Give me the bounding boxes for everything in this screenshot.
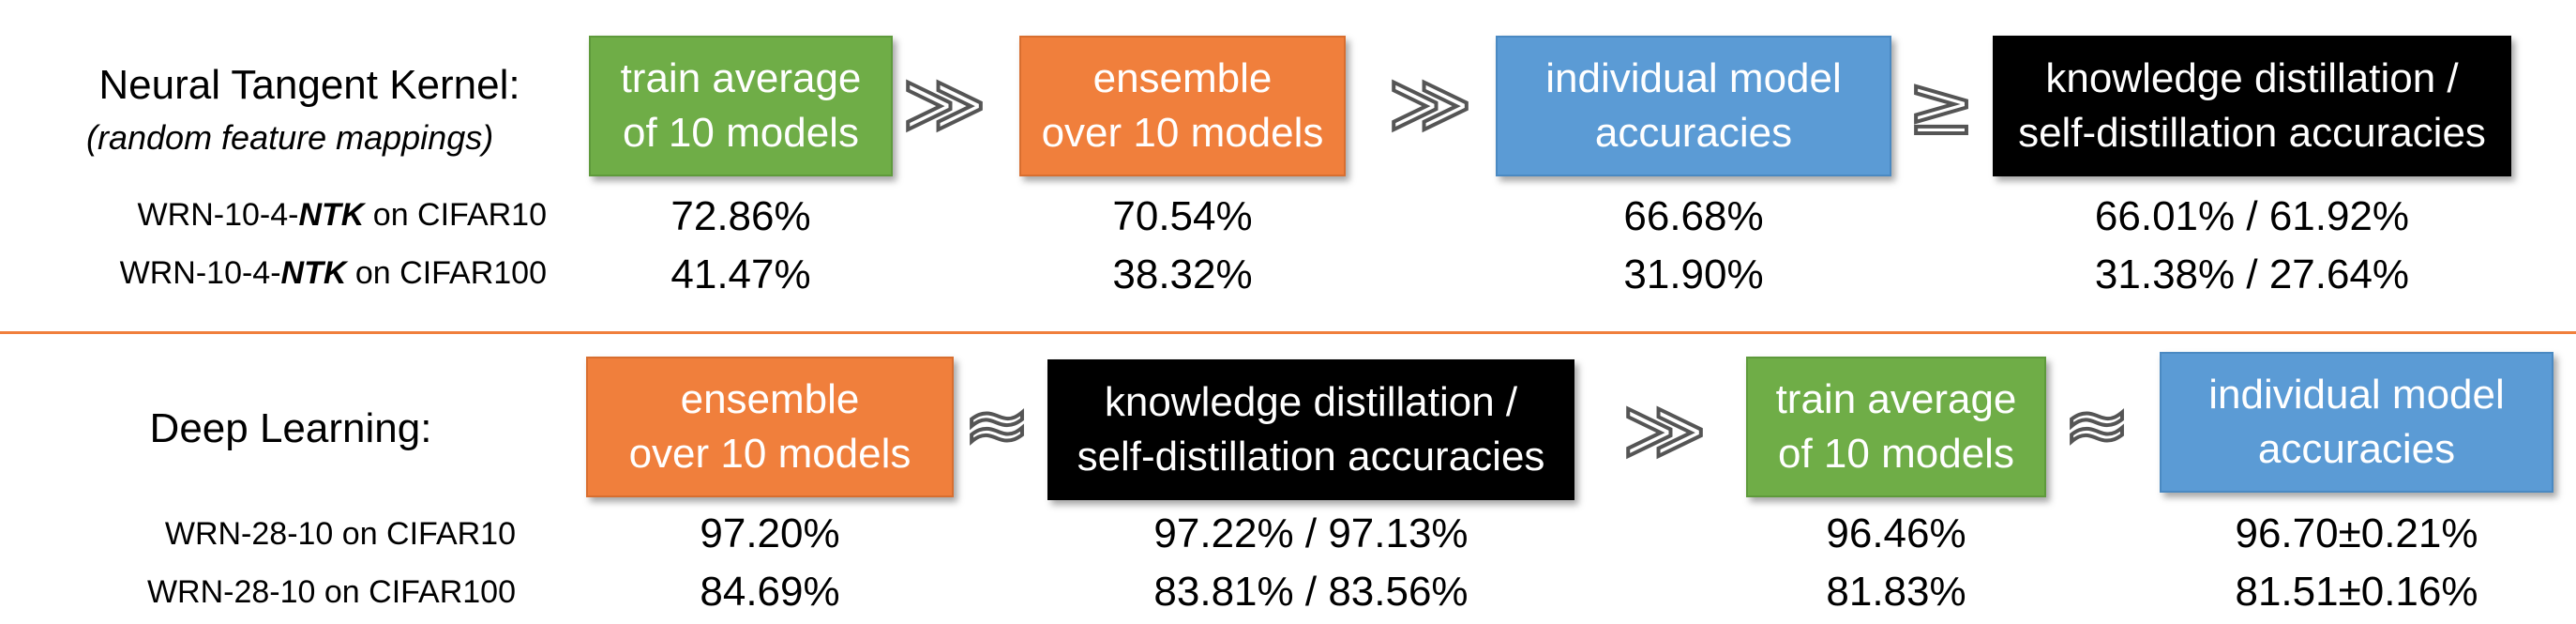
ntk-distillation-box: knowledge distillation / self-distillati… — [1993, 36, 2511, 176]
ntk-train-average-box: train average of 10 models — [589, 36, 893, 176]
dl-cifar100-ensemble: 84.69% — [700, 569, 840, 615]
dl-row-label-cifar10: WRN-28-10 on CIFAR10 — [164, 516, 516, 552]
ntk-row-label-prefix: WRN-10-4- — [137, 197, 299, 233]
much-greater-than-icon: ≫ — [900, 57, 988, 151]
dl-ensemble-box: ensemble over 10 models — [586, 357, 954, 497]
ntk-ensemble-box: ensemble over 10 models — [1019, 36, 1346, 176]
ntk-row-label-suffix: on CIFAR100 — [346, 255, 547, 291]
ntk-section-title: Neural Tangent Kernel: — [98, 62, 520, 108]
ntk-row-label-cifar10: WRN-10-4-NTK on CIFAR10 — [56, 197, 547, 234]
section-divider — [0, 331, 2576, 334]
ntk-row-label-prefix: WRN-10-4- — [119, 255, 281, 291]
approx-icon: ≈ — [961, 378, 1032, 472]
dl-cifar100-train-average: 81.83% — [1826, 569, 1966, 615]
dl-section-title: Deep Learning: — [149, 405, 432, 451]
ntk-row-label-emphasis: NTK — [280, 255, 347, 291]
ntk-cifar100-individual: 31.90% — [1623, 251, 1764, 297]
much-greater-than-icon: ≫ — [1386, 57, 1474, 151]
dl-cifar100-individual: 81.51±0.16% — [2235, 569, 2478, 615]
much-greater-than-icon: ≫ — [1620, 384, 1709, 478]
ntk-individual-model-box: individual model accuracies — [1496, 36, 1891, 176]
ntk-cifar10-ensemble: 70.54% — [1112, 193, 1253, 239]
ntk-cifar10-individual: 66.68% — [1623, 193, 1764, 239]
dl-cifar10-individual: 96.70±0.21% — [2235, 510, 2478, 556]
dl-train-average-box: train average of 10 models — [1746, 357, 2046, 497]
ntk-cifar100-distillation: 31.38% / 27.64% — [2094, 251, 2410, 297]
ntk-cifar100-ensemble: 38.32% — [1112, 251, 1253, 297]
ntk-section-subtitle: (random feature mappings) — [86, 118, 494, 157]
dl-cifar100-distillation: 83.81% / 83.56% — [1153, 569, 1469, 615]
ntk-row-label-suffix: on CIFAR10 — [364, 197, 547, 233]
dl-row-label-cifar100: WRN-28-10 on CIFAR100 — [146, 574, 516, 610]
dl-individual-model-box: individual model accuracies — [2160, 352, 2553, 493]
greater-equal-icon: ≥ — [1906, 59, 1977, 153]
ntk-row-label-emphasis: NTK — [298, 197, 365, 233]
ntk-cifar100-train-average: 41.47% — [670, 251, 811, 297]
approx-icon: ≈ — [2061, 378, 2132, 472]
dl-cifar10-train-average: 96.46% — [1826, 510, 1966, 556]
dl-distillation-box: knowledge distillation / self-distillati… — [1047, 359, 1574, 500]
ntk-row-label-cifar100: WRN-10-4-NTK on CIFAR100 — [56, 255, 547, 292]
ntk-cifar10-train-average: 72.86% — [670, 193, 811, 239]
dl-cifar10-ensemble: 97.20% — [700, 510, 840, 556]
ntk-cifar10-distillation: 66.01% / 61.92% — [2094, 193, 2410, 239]
dl-cifar10-distillation: 97.22% / 97.13% — [1153, 510, 1469, 556]
